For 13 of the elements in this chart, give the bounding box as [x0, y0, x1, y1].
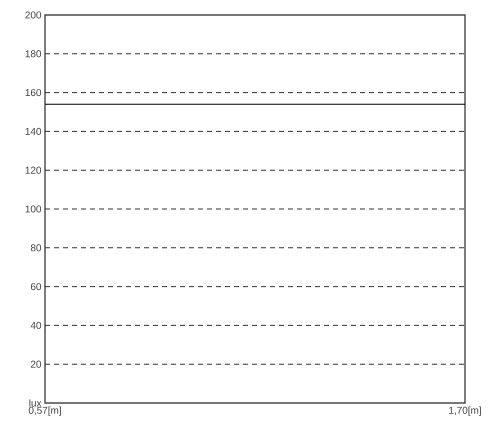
y-tick-label: 100 [26, 205, 42, 213]
x-tick-label: 1,70[m] [449, 406, 481, 416]
y-tick-label: 20 [30, 360, 42, 368]
y-tick-label: 120 [26, 166, 42, 174]
y-tick-label: 140 [26, 128, 42, 135]
y-tick-label: 180 [26, 50, 42, 58]
y-tick-label: 40 [30, 322, 42, 329]
y-tick-label: lux [29, 399, 42, 407]
y-tick-label: 160 [26, 89, 42, 96]
y-tick-label: 200 [25, 11, 42, 19]
y-tick-label: 80 [30, 244, 42, 252]
x-tick-label: 0,57[m] [28, 406, 61, 416]
y-tick-label: 60 [30, 283, 42, 290]
